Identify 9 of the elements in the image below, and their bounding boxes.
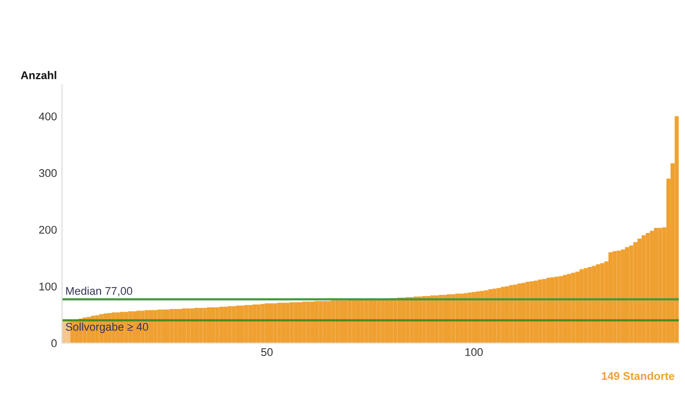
y-axis-title: Anzahl xyxy=(20,71,56,80)
y-tick-label: 300 xyxy=(39,169,57,178)
y-tick-label: 400 xyxy=(38,112,57,120)
x-tick-label: 50 xyxy=(261,348,273,356)
y-tick-label: 0 xyxy=(51,339,57,348)
y-tick-label: 100 xyxy=(39,282,57,290)
x-axis-title: 149 Standorte xyxy=(602,372,674,380)
y-tick-label: 200 xyxy=(39,226,57,234)
ref-line-label: Median 77,00 xyxy=(66,286,132,296)
